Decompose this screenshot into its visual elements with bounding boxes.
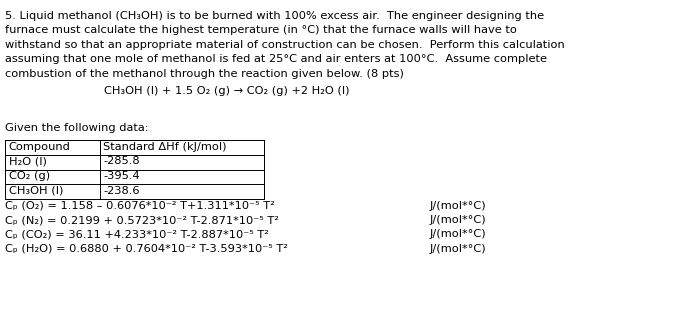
Text: H₂O (l): H₂O (l) (9, 157, 46, 166)
Text: withstand so that an appropriate material of construction can be chosen.  Perfor: withstand so that an appropriate materia… (5, 40, 565, 50)
Text: CH₃OH (l): CH₃OH (l) (9, 185, 63, 196)
Text: Cₚ (H₂O) = 0.6880 + 0.7604*10⁻² T-3.593*10⁻⁵ T²: Cₚ (H₂O) = 0.6880 + 0.7604*10⁻² T-3.593*… (5, 244, 288, 254)
Text: CH₃OH (l) + 1.5 O₂ (g) → CO₂ (g) +2 H₂O (l): CH₃OH (l) + 1.5 O₂ (g) → CO₂ (g) +2 H₂O … (104, 86, 350, 96)
Text: -285.8: -285.8 (103, 157, 139, 166)
Text: J/(mol*°C): J/(mol*°C) (429, 244, 486, 254)
Text: Standard ΔHf (kJ/mol): Standard ΔHf (kJ/mol) (103, 142, 227, 152)
Text: J/(mol*°C): J/(mol*°C) (429, 201, 486, 211)
Text: -238.6: -238.6 (103, 185, 139, 196)
Text: Compound: Compound (9, 142, 71, 152)
Text: J/(mol*°C): J/(mol*°C) (429, 215, 486, 225)
Text: -395.4: -395.4 (103, 171, 139, 181)
Text: 5. Liquid methanol (CH₃OH) is to be burned with 100% excess air.  The engineer d: 5. Liquid methanol (CH₃OH) is to be burn… (5, 11, 544, 21)
Text: Cₚ (CO₂) = 36.11 +4.233*10⁻² T-2.887*10⁻⁵ T²: Cₚ (CO₂) = 36.11 +4.233*10⁻² T-2.887*10⁻… (5, 229, 269, 240)
Text: assuming that one mole of methanol is fed at 25°C and air enters at 100°C.  Assu: assuming that one mole of methanol is fe… (5, 54, 547, 64)
Text: combustion of the methanol through the reaction given below. (8 pts): combustion of the methanol through the r… (5, 69, 404, 79)
Text: Cₚ (N₂) = 0.2199 + 0.5723*10⁻² T-2.871*10⁻⁵ T²: Cₚ (N₂) = 0.2199 + 0.5723*10⁻² T-2.871*1… (5, 215, 279, 225)
Text: Given the following data:: Given the following data: (5, 123, 149, 133)
Text: furnace must calculate the highest temperature (in °C) that the furnace walls wi: furnace must calculate the highest tempe… (5, 25, 518, 35)
Text: CO₂ (g): CO₂ (g) (9, 171, 50, 181)
Text: Cₚ (O₂) = 1.158 – 0.6076*10⁻² T+1.311*10⁻⁵ T²: Cₚ (O₂) = 1.158 – 0.6076*10⁻² T+1.311*10… (5, 201, 275, 211)
Text: J/(mol*°C): J/(mol*°C) (429, 229, 486, 240)
